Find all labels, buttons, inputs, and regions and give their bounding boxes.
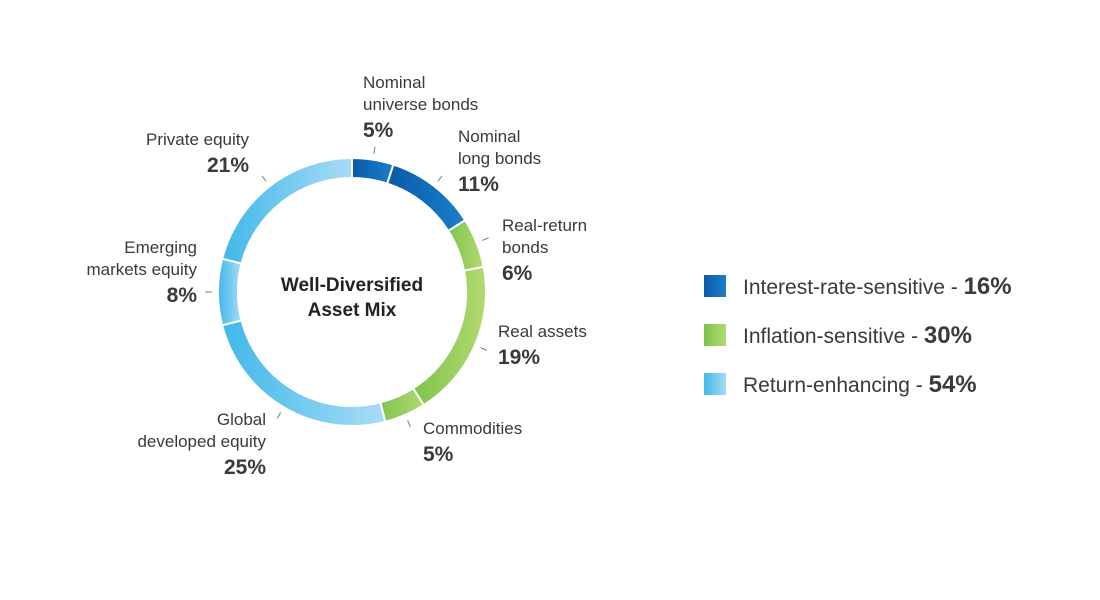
- slice-value-private-equity: 21%: [207, 154, 249, 177]
- slice-label-text: bonds: [502, 238, 548, 257]
- legend-value: 30%: [924, 322, 972, 349]
- label-real-assets: Real assets 19%: [498, 322, 587, 369]
- legend-swatch: [704, 324, 726, 346]
- slice-value-nominal-universe-bonds: 5%: [363, 119, 394, 142]
- slice-commodities: [379, 386, 426, 424]
- legend-swatch: [704, 275, 726, 297]
- legend-item-return-enhancing: Return-enhancing - 54%: [704, 371, 977, 398]
- center-label: Well-Diversified Asset Mix: [281, 275, 423, 321]
- slice-label-text: Real-return: [502, 216, 587, 235]
- label-real-return-bonds: Real-return bonds 6%: [502, 216, 587, 285]
- donut-slices: [217, 156, 487, 427]
- slice-label-text: Real assets: [498, 322, 587, 341]
- slice-label-text: Emerging: [124, 238, 197, 257]
- slice-emerging-markets-equity: [217, 257, 243, 327]
- leader-lines: [205, 146, 489, 428]
- legend-item-inflation-sensitive: Inflation-sensitive - 30%: [704, 322, 972, 349]
- label-commodities: Commodities 5%: [423, 419, 522, 466]
- slice-private-equity: [220, 156, 353, 265]
- slice-label-text: Global: [217, 410, 266, 429]
- slice-label-text: long bonds: [458, 149, 541, 168]
- slice-label-text: Nominal: [363, 73, 425, 92]
- label-nominal-universe-bonds: Nominal universe bonds 5%: [363, 73, 478, 142]
- slice-label-text: markets equity: [86, 260, 197, 279]
- leader-real-assets: [480, 347, 488, 351]
- leader-nominal-long-bonds: [437, 175, 443, 182]
- leader-real-return-bonds: [481, 237, 489, 241]
- leader-global-developed-equity: [276, 412, 282, 419]
- legend-item-interest-rate-sensitive: Interest-rate-sensitive - 16%: [704, 273, 1012, 300]
- center-label-line: Well-Diversified: [281, 275, 423, 296]
- label-nominal-long-bonds: Nominal long bonds 11%: [458, 127, 541, 196]
- legend-value: 54%: [929, 371, 977, 398]
- label-global-developed-equity: Global developed equity 25%: [137, 410, 266, 479]
- legend-value: 16%: [964, 273, 1012, 300]
- legend-swatch: [704, 373, 726, 395]
- legend: Interest-rate-sensitive - 16% Inflation-s…: [704, 273, 1012, 398]
- slice-label-text: Private equity: [146, 130, 249, 149]
- slice-labels: Nominal universe bonds 5% Nominal long bonds…: [86, 73, 587, 479]
- slice-value-commodities: 5%: [423, 443, 454, 466]
- label-private-equity: Private equity 21%: [146, 130, 249, 177]
- slice-value-emerging-markets-equity: 8%: [167, 284, 198, 307]
- leader-nominal-universe-bonds: [373, 146, 376, 154]
- slice-value-real-assets: 19%: [498, 346, 540, 369]
- slice-label-text: developed equity: [137, 432, 266, 451]
- leader-private-equity: [261, 175, 267, 182]
- slice-nominal-long-bonds: [385, 163, 467, 233]
- legend-label: Inflation-sensitive - 30%: [743, 322, 972, 349]
- slice-label-text: Commodities: [423, 419, 522, 438]
- legend-label: Return-enhancing - 54%: [743, 371, 977, 398]
- label-emerging-markets-equity: Emerging markets equity 8%: [86, 238, 197, 307]
- legend-label: Interest-rate-sensitive - 16%: [743, 273, 1012, 300]
- slice-label-text: Nominal: [458, 127, 520, 146]
- slice-real-assets: [411, 265, 487, 407]
- slice-nominal-universe-bonds: [351, 156, 395, 185]
- slice-label-text: universe bonds: [363, 95, 478, 114]
- slice-value-global-developed-equity: 25%: [224, 456, 266, 479]
- leader-commodities: [407, 420, 411, 428]
- center-label-line: Asset Mix: [308, 300, 397, 321]
- slice-value-nominal-long-bonds: 11%: [458, 173, 499, 196]
- slice-real-return-bonds: [446, 218, 485, 272]
- slice-value-real-return-bonds: 6%: [502, 262, 533, 285]
